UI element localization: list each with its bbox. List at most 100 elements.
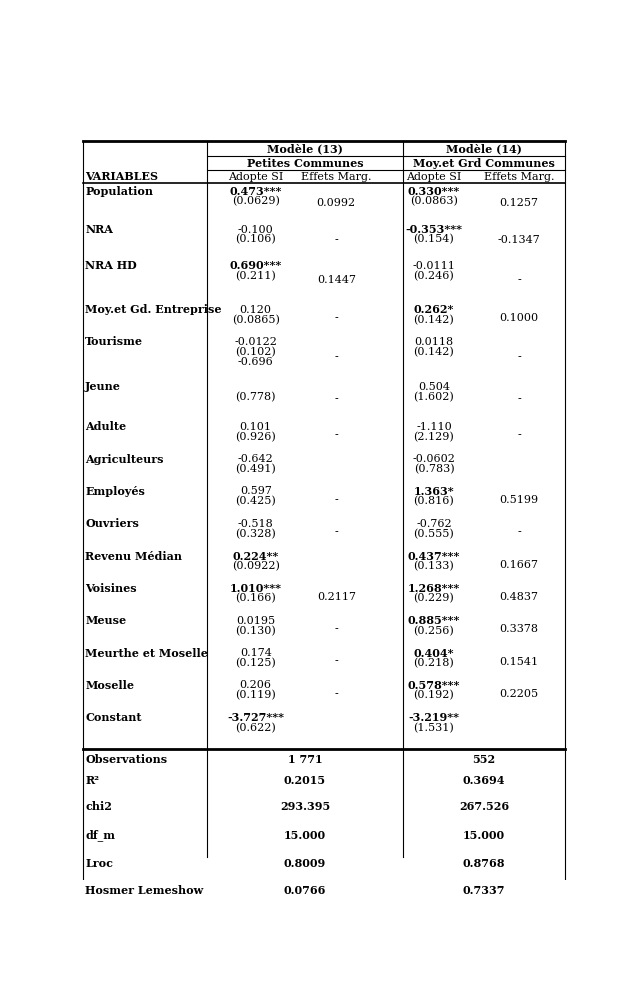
Text: 0.437***: 0.437*** [408,551,460,562]
Text: 1.268***: 1.268*** [408,583,460,593]
Text: 0.404*: 0.404* [414,648,454,659]
Text: -0.1347: -0.1347 [498,235,540,245]
Text: 15.000: 15.000 [463,830,505,841]
Text: (0.0629): (0.0629) [232,196,279,207]
Text: 0.120: 0.120 [240,305,272,315]
Text: 0.174: 0.174 [240,648,272,658]
Text: NRA: NRA [85,225,113,235]
Text: 15.000: 15.000 [284,830,326,841]
Text: (0.125): (0.125) [235,658,276,669]
Text: (0.555): (0.555) [413,528,454,539]
Text: 0.224**: 0.224** [233,551,279,562]
Text: R²: R² [85,775,99,786]
Text: 0.1541: 0.1541 [500,657,538,667]
Text: -: - [334,352,338,362]
Text: 267.526: 267.526 [459,801,509,812]
Text: Observations: Observations [85,754,167,764]
Text: (0.425): (0.425) [235,496,276,506]
Text: 0.3378: 0.3378 [500,624,538,634]
Text: 0.473***: 0.473*** [229,186,282,197]
Text: (0.154): (0.154) [413,234,454,244]
Text: (1.602): (1.602) [413,392,454,402]
Text: (0.119): (0.119) [235,690,276,700]
Text: -: - [518,394,521,404]
Text: 0.330***: 0.330*** [408,186,460,197]
Text: 0.885***: 0.885*** [408,615,460,626]
Text: Moselle: Moselle [85,679,134,691]
Text: -: - [518,275,521,285]
Text: Moy.et Grd Communes: Moy.et Grd Communes [413,158,555,169]
Text: Voisines: Voisines [85,583,137,593]
Text: 0.2205: 0.2205 [500,689,538,699]
Text: (0.102): (0.102) [235,347,276,357]
Text: Modèle (14): Modèle (14) [446,143,522,154]
Text: Population: Population [85,186,153,197]
Text: (0.926): (0.926) [235,431,276,442]
Text: Agriculteurs: Agriculteurs [85,454,164,465]
Text: 0.597: 0.597 [240,487,272,496]
Text: -0.762: -0.762 [416,518,452,529]
Text: VARIABLES: VARIABLES [85,171,158,182]
Text: 0.2015: 0.2015 [284,775,326,786]
Text: -3.219**: -3.219** [408,712,459,723]
Text: 0.206: 0.206 [240,680,272,690]
Text: (0.211): (0.211) [235,271,276,281]
Text: (0.778): (0.778) [236,392,276,402]
Text: (0.166): (0.166) [235,593,276,603]
Text: -0.696: -0.696 [238,357,274,367]
Text: -: - [334,494,338,504]
Text: (0.328): (0.328) [235,528,276,539]
Text: 0.578***: 0.578*** [408,679,460,691]
Text: Ouvriers: Ouvriers [85,518,139,529]
Text: (0.246): (0.246) [413,271,454,281]
Text: 293.395: 293.395 [280,801,330,812]
Text: (0.622): (0.622) [235,723,276,733]
Text: (1.531): (1.531) [413,723,454,733]
Text: (0.783): (0.783) [413,464,454,474]
Text: -0.353***: -0.353*** [406,225,463,235]
Text: 0.1000: 0.1000 [500,314,538,323]
Text: (0.133): (0.133) [413,561,454,572]
Text: (0.0865): (0.0865) [232,315,279,324]
Text: 0.2117: 0.2117 [317,591,356,602]
Text: Employés: Employés [85,486,145,496]
Text: Effets Marg.: Effets Marg. [484,172,554,182]
Text: 1.010***: 1.010*** [229,583,282,593]
Text: 0.1447: 0.1447 [317,275,356,285]
Text: 0.5199: 0.5199 [500,494,538,504]
Text: -0.0111: -0.0111 [413,261,456,271]
Text: Adulte: Adulte [85,421,126,432]
Text: -: - [334,527,338,537]
Text: 552: 552 [472,754,495,764]
Text: 0.3694: 0.3694 [463,775,505,786]
Text: -: - [518,352,521,362]
Text: (0.491): (0.491) [235,464,276,474]
Text: 0.4837: 0.4837 [500,591,538,602]
Text: Modèle (13): Modèle (13) [267,143,343,154]
Text: chi2: chi2 [85,801,112,812]
Text: (0.229): (0.229) [413,593,454,603]
Text: 0.1667: 0.1667 [500,560,538,570]
Text: Meuse: Meuse [85,615,126,626]
Text: (0.816): (0.816) [413,496,454,506]
Text: 0.0195: 0.0195 [236,616,276,626]
Text: -: - [518,527,521,537]
Text: 0.0766: 0.0766 [284,885,326,896]
Text: -0.518: -0.518 [238,518,274,529]
Text: Revenu Médian: Revenu Médian [85,551,182,562]
Text: (0.142): (0.142) [413,347,454,357]
Text: (0.218): (0.218) [413,658,454,669]
Text: Moy.et Gd. Entreprise: Moy.et Gd. Entreprise [85,305,222,315]
Text: Tourisme: Tourisme [85,336,143,347]
Text: -: - [334,657,338,667]
Text: 0.1257: 0.1257 [500,198,538,208]
Text: 1 771: 1 771 [288,754,322,764]
Text: -: - [334,314,338,323]
Text: 0.8768: 0.8768 [463,858,505,869]
Text: Hosmer Lemeshow: Hosmer Lemeshow [85,885,204,896]
Text: Lroc: Lroc [85,858,113,869]
Text: (0.192): (0.192) [413,690,454,700]
Text: Effets Marg.: Effets Marg. [301,172,372,182]
Text: 0.8009: 0.8009 [284,858,326,869]
Text: -3.727***: -3.727*** [227,712,284,723]
